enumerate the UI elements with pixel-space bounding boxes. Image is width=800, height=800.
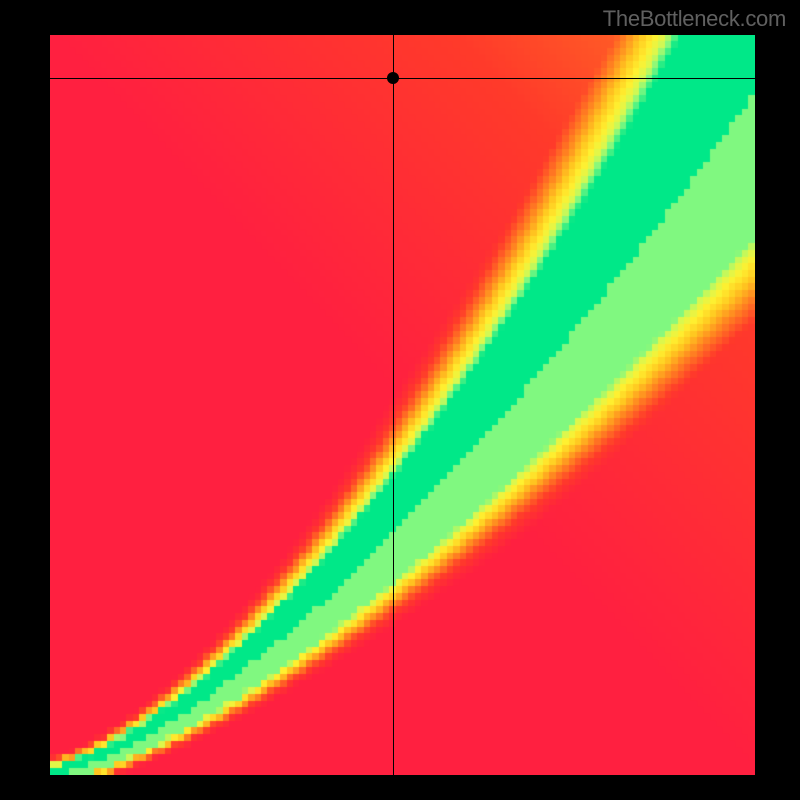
watermark-text: TheBottleneck.com (603, 6, 786, 32)
crosshair-horizontal (50, 78, 755, 79)
crosshair-vertical (393, 35, 394, 775)
crosshair-marker (387, 72, 399, 84)
heatmap-canvas (50, 35, 755, 775)
